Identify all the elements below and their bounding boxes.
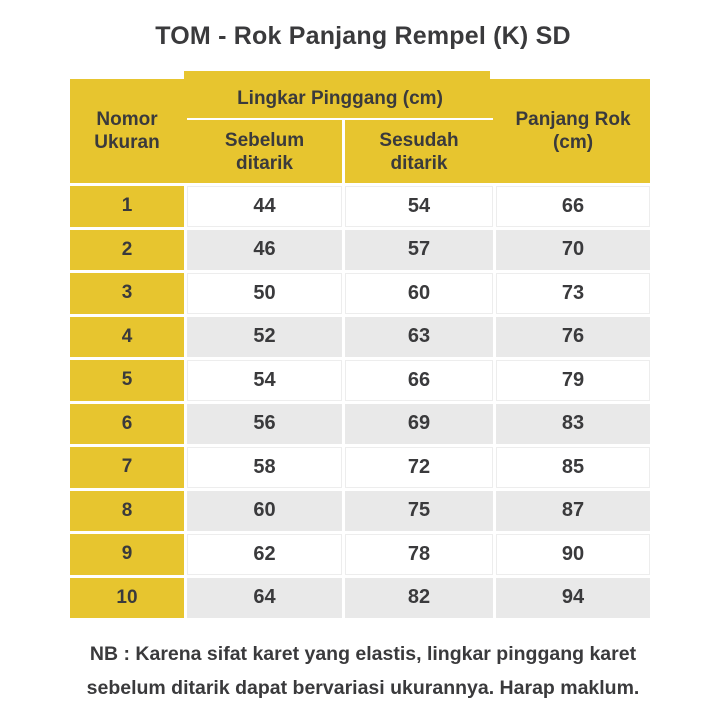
header-line: Panjang Rok (515, 109, 631, 130)
row-number-cell: 6 (70, 403, 184, 444)
panjang-cell: 87 (496, 490, 650, 531)
header-line: Sesudah (379, 129, 459, 151)
sesudah-cell: 78 (345, 534, 493, 575)
header-sesudah-ditarik: Sesudah ditarik (345, 120, 493, 183)
header-panjang-rok: Panjang Rok (cm) (496, 79, 650, 183)
footer-note-line: sebelum ditarik dapat bervariasi ukurann… (86, 677, 640, 699)
header-line: Nomor (96, 109, 158, 130)
row-number-cell: 3 (70, 273, 184, 314)
header-horizontal-divider (187, 118, 493, 120)
header-line: Sebelum (224, 129, 305, 151)
panjang-cell: 76 (496, 316, 650, 357)
header-line: (cm) (552, 132, 594, 153)
table-header: Nomor Ukuran Lingkar Pinggang (cm) Sebel… (70, 71, 650, 183)
row-number-cell: 8 (70, 490, 184, 531)
sebelum-cell: 50 (187, 273, 342, 314)
panjang-cell: 70 (496, 229, 650, 270)
sesudah-cell: 66 (345, 360, 493, 401)
sesudah-cell: 75 (345, 490, 493, 531)
row-number-cell: 9 (70, 534, 184, 575)
panjang-cell: 83 (496, 403, 650, 444)
panjang-cell: 85 (496, 447, 650, 488)
panjang-cell: 79 (496, 360, 650, 401)
sebelum-cell: 60 (187, 490, 342, 531)
sesudah-cell: 57 (345, 229, 493, 270)
header-raised-strip (184, 71, 490, 79)
header-line: Lingkar Pinggang (cm) (237, 88, 443, 109)
table-body: 1 44 54 66 2 46 57 70 3 50 60 73 4 52 63… (70, 186, 650, 618)
panjang-cell: 94 (496, 577, 650, 618)
footer-note: NB : Karena sifat karet yang elastis, li… (0, 637, 726, 705)
row-number-cell: 4 (70, 316, 184, 357)
sebelum-cell: 44 (187, 186, 342, 227)
sesudah-cell: 60 (345, 273, 493, 314)
row-number-cell: 1 (70, 186, 184, 227)
sesudah-cell: 72 (345, 447, 493, 488)
sebelum-cell: 56 (187, 403, 342, 444)
size-table: Nomor Ukuran Lingkar Pinggang (cm) Sebel… (70, 71, 650, 618)
sebelum-cell: 58 (187, 447, 342, 488)
row-number-cell: 10 (70, 577, 184, 618)
sesudah-cell: 82 (345, 577, 493, 618)
header-nomor-ukuran: Nomor Ukuran (70, 79, 184, 183)
row-number-cell: 7 (70, 447, 184, 488)
header-sebelum-ditarik: Sebelum ditarik (187, 120, 342, 183)
header-line: Ukuran (94, 132, 160, 153)
page-title: TOM - Rok Panjang Rempel (K) SD (155, 22, 571, 50)
sesudah-cell: 54 (345, 186, 493, 227)
sebelum-cell: 46 (187, 229, 342, 270)
header-lingkar-pinggang-group: Lingkar Pinggang (cm) (187, 79, 493, 118)
panjang-cell: 90 (496, 534, 650, 575)
sebelum-cell: 64 (187, 577, 342, 618)
panjang-cell: 66 (496, 186, 650, 227)
row-number-cell: 5 (70, 360, 184, 401)
sebelum-cell: 62 (187, 534, 342, 575)
row-number-cell: 2 (70, 229, 184, 270)
panjang-cell: 73 (496, 273, 650, 314)
header-line: ditarik (235, 152, 294, 174)
header-line: ditarik (390, 152, 448, 174)
footer-note-line: NB : Karena sifat karet yang elastis, li… (89, 643, 637, 665)
header-vertical-divider (342, 120, 345, 183)
sebelum-cell: 54 (187, 360, 342, 401)
sebelum-cell: 52 (187, 316, 342, 357)
sesudah-cell: 69 (345, 403, 493, 444)
sesudah-cell: 63 (345, 316, 493, 357)
